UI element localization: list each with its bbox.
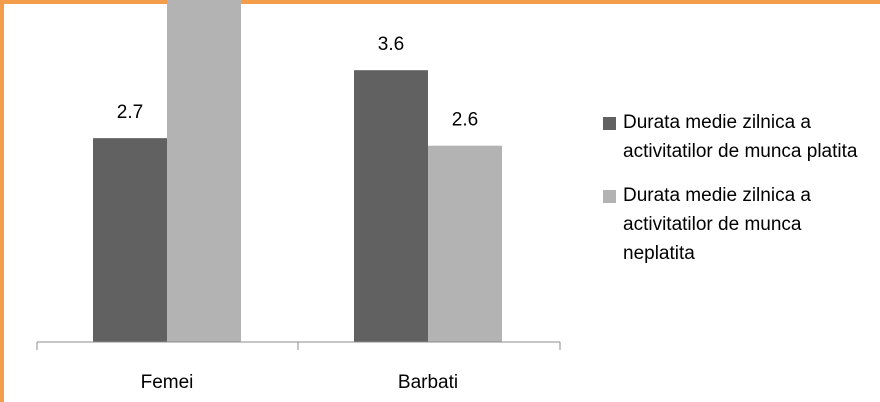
category-label-femei: Femei <box>141 372 194 393</box>
x-axis: Femei Barbati <box>36 341 561 393</box>
data-label-barbati-series-2: 2.6 <box>452 110 478 131</box>
legend-item-neplatita: Durata medie zilnica a activitatilor de … <box>603 181 873 268</box>
legend-item-platita: Durata medie zilnica a activitatilor de … <box>603 108 873 166</box>
bar-barbati-series-2 <box>428 145 502 342</box>
data-label-femei-series-1: 2.7 <box>117 102 143 123</box>
bars-layer <box>93 0 502 342</box>
data-labels-layer: 2.74.63.62.6 <box>117 34 478 131</box>
bar-barbati-series-1 <box>354 70 428 342</box>
bar-femei-series-2 <box>167 0 241 342</box>
bar-femei-series-1 <box>93 138 167 342</box>
legend-swatch-neplatita <box>603 190 616 203</box>
legend-swatch-platita <box>603 117 616 130</box>
legend-label-platita: Durata medie zilnica a activitatilor de … <box>623 112 858 162</box>
category-label-barbati: Barbati <box>398 372 458 393</box>
legend-label-neplatita: Durata medie zilnica a activitatilor de … <box>623 185 811 264</box>
legend: Durata medie zilnica a activitatilor de … <box>603 108 873 268</box>
data-label-barbati-series-1: 3.6 <box>378 34 404 55</box>
